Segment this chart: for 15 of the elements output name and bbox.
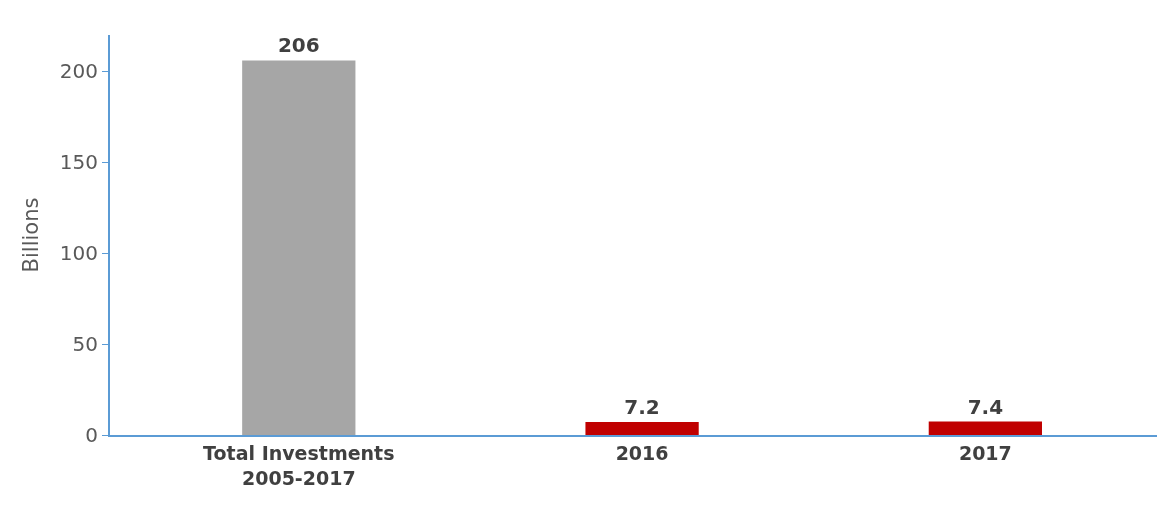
data-label: 7.2 (624, 394, 660, 419)
y-tick-label: 150 (59, 150, 98, 175)
x-tick-label: 2016 (615, 441, 669, 464)
y-tick-label: 200 (59, 59, 98, 84)
bar (242, 60, 356, 435)
y-tick-label: 100 (59, 241, 98, 266)
bar (928, 421, 1042, 435)
data-label: 206 (277, 33, 320, 58)
y-tick-label: 0 (85, 423, 98, 447)
x-tick-label: Total Investments 2005-2017 (203, 441, 395, 489)
x-tick-label: 2017 (958, 441, 1012, 464)
data-label: 7.4 (967, 394, 1004, 419)
y-tick-label: 50 (72, 332, 98, 357)
bar (585, 421, 699, 435)
y-axis-title: Billions (19, 197, 44, 273)
